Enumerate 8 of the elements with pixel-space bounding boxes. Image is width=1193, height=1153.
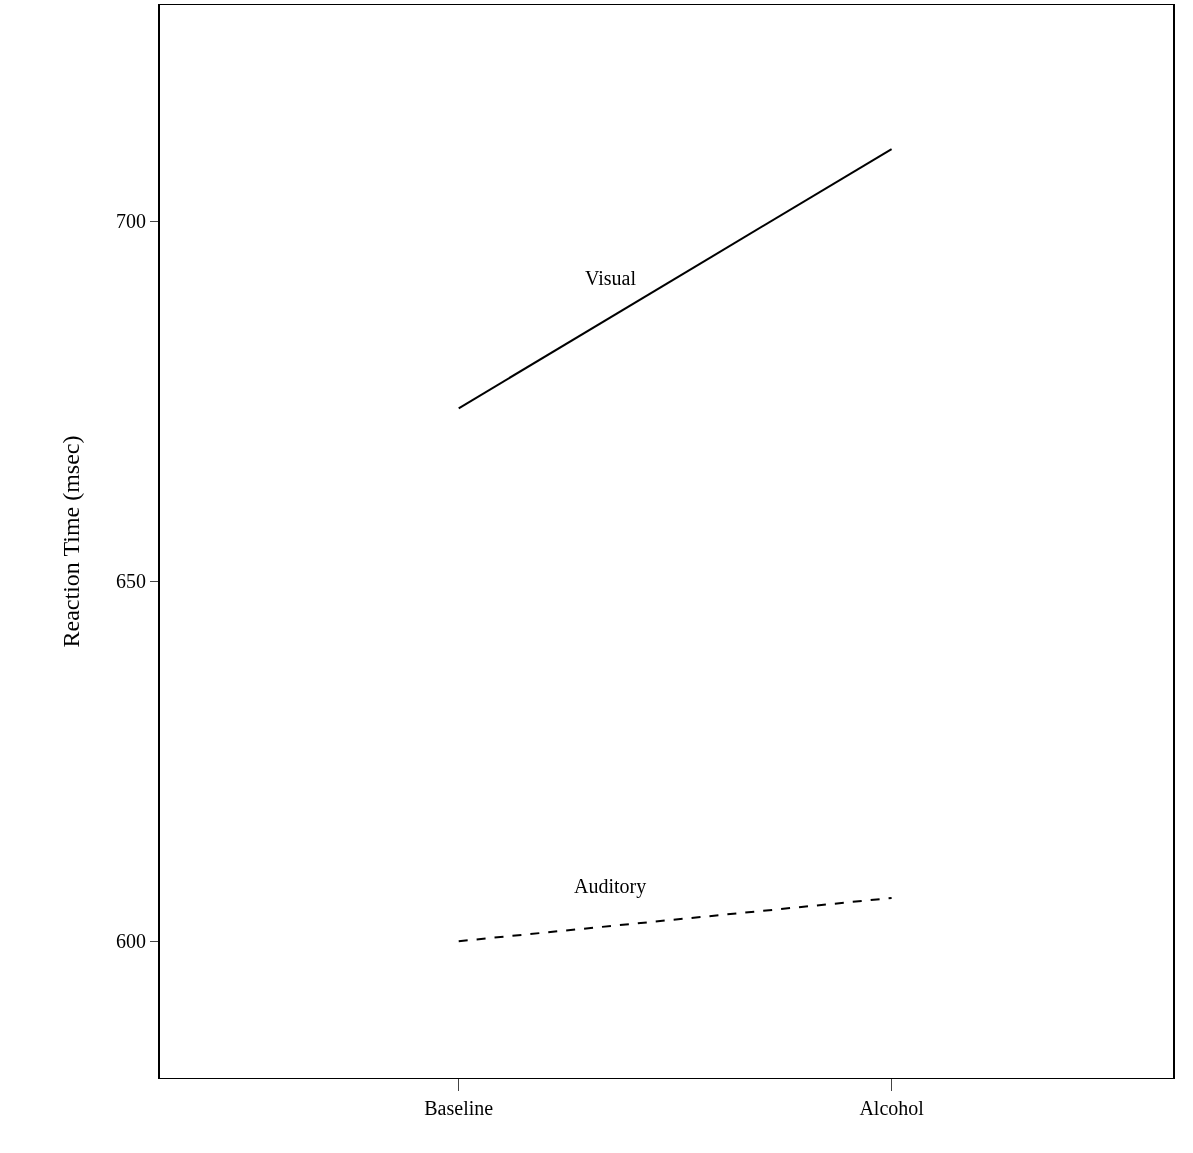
series-label: Auditory — [574, 875, 647, 898]
y-tick-label: 650 — [116, 570, 146, 593]
y-tick-label: 600 — [116, 930, 146, 953]
y-axis-title: Reaction Time (msec) — [57, 435, 84, 648]
y-tick-label: 700 — [116, 210, 146, 233]
x-tick-label: Alcohol — [859, 1097, 925, 1119]
series-label: Visual — [585, 267, 637, 289]
x-tick-label: Baseline — [424, 1097, 494, 1119]
